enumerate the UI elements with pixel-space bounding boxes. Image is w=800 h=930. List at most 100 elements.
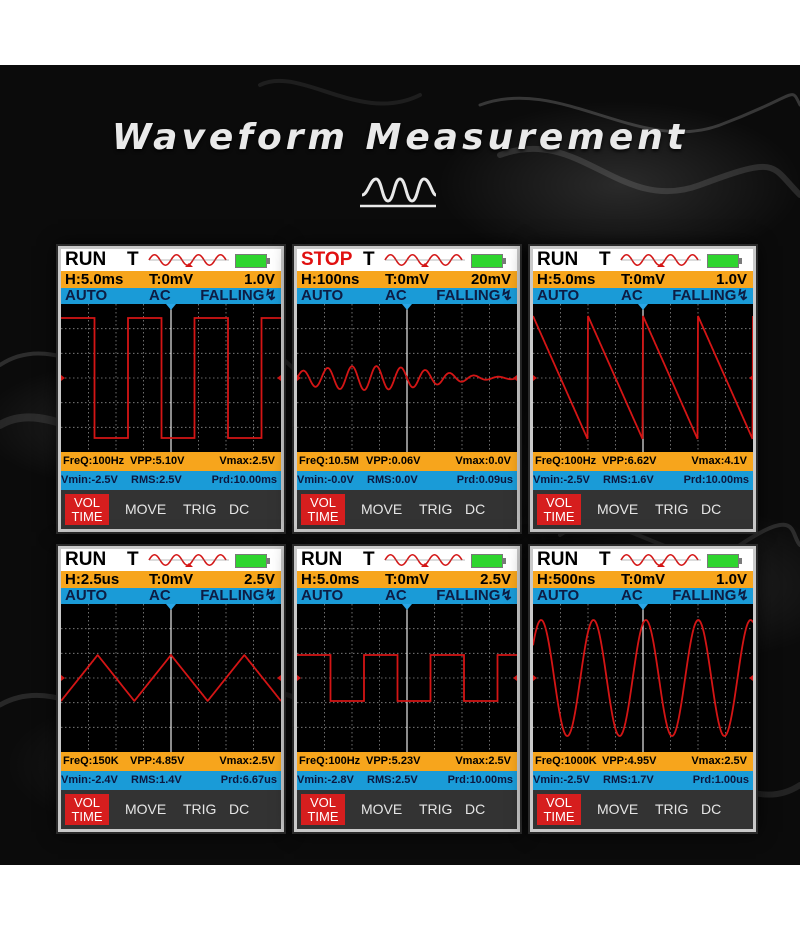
timebase-value[interactable]: H:2.5us [65,571,120,588]
softkey-bar: VOL TIME MOVE TRIG DC [61,790,281,829]
dc-button[interactable]: DC [701,801,722,817]
vol-button-label: VOL [73,495,100,510]
trigger-edge-value[interactable]: FALLING↯ [436,287,513,304]
waveform-display[interactable] [61,604,281,752]
waveform-display[interactable] [297,304,517,452]
coupling-value[interactable]: AC [149,587,171,604]
channel-zero-marker [297,675,301,681]
volt-division-value[interactable]: 20mV [470,271,511,288]
vol-time-button[interactable]: VOL TIME [537,794,581,825]
trigger-level-value[interactable]: T:0mV [621,271,666,288]
coupling-value[interactable]: AC [385,287,407,304]
vol-button-label: VOL [73,795,100,810]
channel-zero-marker [61,675,65,681]
trigger-mode-value[interactable]: AUTO [537,587,580,604]
trigger-level-marker [749,375,753,381]
trigger-level-value[interactable]: T:0mV [149,571,194,588]
trig-button[interactable]: TRIG [655,501,689,517]
frequency-readout: FreQ:10.5M [299,455,359,467]
coupling-value[interactable]: AC [149,287,171,304]
vol-time-button[interactable]: VOL TIME [301,794,345,825]
trigger-flag-label: T [127,249,139,270]
dc-button[interactable]: DC [229,801,250,817]
waveform-logo-icon [360,177,437,208]
dc-button[interactable]: DC [465,801,486,817]
trig-button[interactable]: TRIG [183,801,217,817]
trigger-position-marker [638,604,648,610]
time-button-label: TIME [543,509,575,524]
time-button-label: TIME [543,809,575,824]
timebase-bar: H:5.0ms T:0mV 1.0V [61,271,281,288]
coupling-value[interactable]: AC [621,287,643,304]
frequency-readout: FreQ:100Hz [535,455,597,467]
oscilloscope-screen-3: RUN T H:5.0ms T:0mV 1.0V AUTO AC FALLING… [530,246,756,532]
trigger-flag-label: T [599,249,611,270]
trigger-edge-value[interactable]: FALLING↯ [200,287,277,304]
volt-division-value[interactable]: 2.5V [480,571,511,588]
waveform-display[interactable] [61,304,281,452]
volt-division-value[interactable]: 1.0V [716,271,747,288]
status-bar: RUN T [61,249,281,271]
coupling-value[interactable]: AC [385,587,407,604]
vol-time-button[interactable]: VOL TIME [537,494,581,525]
oscilloscope-screen-4: RUN T H:2.5us T:0mV 2.5V AUTO AC FALLING… [58,546,284,832]
trig-button[interactable]: TRIG [183,501,217,517]
run-state-label[interactable]: STOP [301,249,353,270]
trigger-position-marker [166,604,176,610]
coupling-value[interactable]: AC [621,587,643,604]
waveform-display[interactable] [297,604,517,752]
measurement-bar-top: FreQ:1000K VPP:4.95V Vmax:2.5V [533,752,753,771]
dc-button[interactable]: DC [701,501,722,517]
timebase-value[interactable]: H:100ns [301,271,360,288]
dc-button[interactable]: DC [229,501,250,517]
move-button[interactable]: MOVE [361,501,403,517]
timebase-value[interactable]: H:5.0ms [301,571,360,588]
trigger-level-value[interactable]: T:0mV [149,271,194,288]
status-bar: RUN T [533,549,753,571]
trigger-mode-value[interactable]: AUTO [301,587,344,604]
period-readout: Prd:0.09us [456,474,513,486]
timebase-value[interactable]: H:5.0ms [65,271,124,288]
run-state-label[interactable]: RUN [301,549,343,570]
trigger-position-marker [402,604,412,610]
run-state-label[interactable]: RUN [65,249,107,270]
vol-time-button[interactable]: VOL TIME [65,794,109,825]
vol-time-button[interactable]: VOL TIME [65,494,109,525]
trigger-mode-value[interactable]: AUTO [537,287,580,304]
oscilloscope-screen-6: RUN T H:500ns T:0mV 1.0V AUTO AC FALLING… [530,546,756,832]
vol-button-label: VOL [309,495,336,510]
waveform-display[interactable] [533,304,753,452]
trigger-edge-value[interactable]: FALLING↯ [200,587,277,604]
move-button[interactable]: MOVE [125,801,167,817]
move-button[interactable]: MOVE [361,801,403,817]
vol-time-button[interactable]: VOL TIME [301,494,345,525]
volt-division-value[interactable]: 2.5V [244,571,275,588]
softkey-bar: VOL TIME MOVE TRIG DC [297,490,517,529]
trigger-level-value[interactable]: T:0mV [385,571,430,588]
trig-button[interactable]: TRIG [419,501,453,517]
trigger-level-value[interactable]: T:0mV [621,571,666,588]
move-button[interactable]: MOVE [597,801,639,817]
trigger-mode-value[interactable]: AUTO [65,287,108,304]
trigger-mode-value[interactable]: AUTO [301,287,344,304]
move-button[interactable]: MOVE [125,501,167,517]
dc-button[interactable]: DC [465,501,486,517]
trigger-edge-value[interactable]: FALLING↯ [672,587,749,604]
run-state-label[interactable]: RUN [537,549,579,570]
waveform-display[interactable] [533,604,753,752]
timebase-value[interactable]: H:500ns [537,571,596,588]
trigger-level-value[interactable]: T:0mV [385,271,430,288]
trig-button[interactable]: TRIG [419,801,453,817]
page-headline: Waveform Measurement [111,117,689,158]
trigger-edge-value[interactable]: FALLING↯ [436,587,513,604]
run-state-label[interactable]: RUN [65,549,107,570]
timebase-value[interactable]: H:5.0ms [537,271,596,288]
run-state-label[interactable]: RUN [537,249,579,270]
trig-button[interactable]: TRIG [655,801,689,817]
volt-division-value[interactable]: 1.0V [244,271,275,288]
move-button[interactable]: MOVE [597,501,639,517]
trigger-position-marker [638,304,648,310]
volt-division-value[interactable]: 1.0V [716,571,747,588]
trigger-mode-value[interactable]: AUTO [65,587,108,604]
trigger-edge-value[interactable]: FALLING↯ [672,287,749,304]
